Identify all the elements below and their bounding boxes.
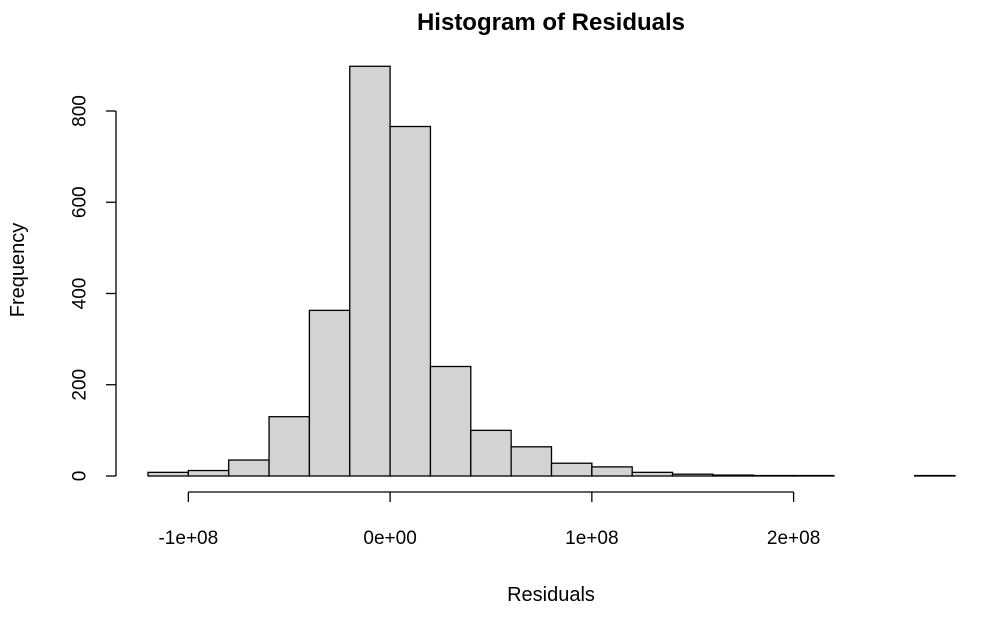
chart-title: Histogram of Residuals [417,9,685,36]
histogram-bars [147,65,956,477]
histogram-bar [712,474,754,477]
histogram-bar [671,473,714,477]
histogram-bar [187,469,230,477]
histogram-bar [268,416,311,477]
histogram-bar [550,462,593,477]
y-tick-label: 600 [70,186,91,218]
y-tick-label: 200 [70,369,91,401]
histogram-bar [510,446,553,477]
y-tick-label: 800 [70,95,91,127]
x-axis: -1e+08 0e+00 1e+08 2e+08 [158,491,820,549]
y-tick-label: 0 [70,471,91,482]
histogram-bar [349,65,391,477]
x-tick-label: 2e+08 [767,528,820,549]
histogram-bar [631,471,674,477]
x-tick-label: 1e+08 [565,528,618,549]
y-axis-label: Frequency [7,223,29,318]
histogram-bar [228,459,270,477]
y-tick-label: 400 [70,278,91,310]
histogram-bar [591,466,633,477]
histogram-bar [147,471,189,477]
histogram-bar [389,125,432,477]
x-tick-label: 0e+00 [363,528,416,549]
x-tick-label: -1e+08 [158,528,218,549]
histogram-bar [470,429,512,477]
histogram-bar [308,309,351,477]
x-axis-label: Residuals [507,584,595,606]
histogram-bar [429,365,472,477]
y-axis: 0 200 400 600 800 [70,95,117,482]
